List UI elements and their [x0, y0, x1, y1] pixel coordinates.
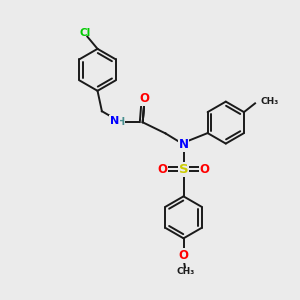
Text: H: H	[116, 117, 124, 127]
Text: N: N	[110, 116, 119, 126]
Text: N: N	[178, 138, 188, 151]
Text: O: O	[200, 163, 210, 176]
Text: O: O	[157, 163, 167, 176]
Text: Cl: Cl	[80, 28, 91, 38]
Text: S: S	[179, 163, 188, 176]
Text: CH₃: CH₃	[177, 267, 195, 276]
Text: O: O	[140, 92, 150, 106]
Text: O: O	[178, 249, 188, 262]
Text: CH₃: CH₃	[261, 97, 279, 106]
